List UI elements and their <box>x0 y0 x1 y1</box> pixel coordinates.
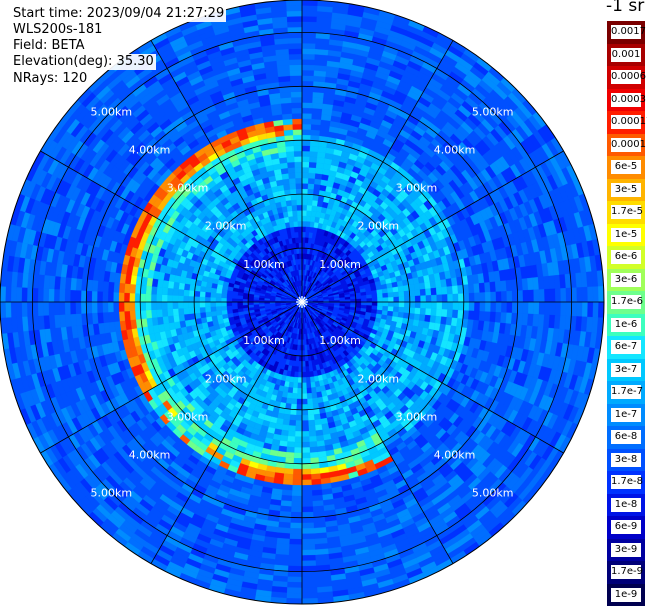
colorbar-tick-label: 6e-9 <box>611 520 641 534</box>
beta-field-cells <box>0 0 604 604</box>
colorbar: 0.0017 0.001 0.0006 0.0003 0.00017 0.0001 6e-5… <box>606 21 647 607</box>
ring-label-2km: 2.00km <box>205 372 247 385</box>
colorbar-cell: 0.0003 <box>607 88 646 111</box>
colorbar-cell: 0.0017 <box>607 21 646 44</box>
ring-label-1km: 1.00km <box>319 334 361 347</box>
ring-label-5km: 5.00km <box>91 105 133 118</box>
colorbar-tick-label: 3e-6 <box>611 272 641 287</box>
colorbar-tick-label: 0.001 <box>611 47 641 62</box>
colorbar-tick-label: 1e-6 <box>611 317 641 332</box>
center-mark <box>301 298 308 303</box>
colorbar-cell: 6e-8 <box>607 426 645 449</box>
colorbar-tick-label: 1e-8 <box>611 497 641 512</box>
colorbar-cell: 0.0006 <box>607 66 646 89</box>
colorbar-cell: 6e-7 <box>607 336 645 359</box>
colorbar-cell: 1.7e-6 <box>607 291 645 314</box>
colorbar-cell: 1.7e-8 <box>607 471 645 494</box>
colorbar-cell: 3e-7 <box>607 358 645 381</box>
ring-label-1km: 1.00km <box>243 334 285 347</box>
colorbar-tick-label: 0.0006 <box>611 70 646 84</box>
ring-label-2km: 2.00km <box>358 372 400 385</box>
ring-label-4km: 4.00km <box>434 449 476 462</box>
colorbar-cell: 3e-5 <box>607 178 645 201</box>
colorbar-unit-label: -1 sr <box>606 0 645 16</box>
colorbar-tick-label: 0.0003 <box>611 92 646 107</box>
colorbar-cell: 3e-9 <box>607 538 645 561</box>
colorbar-cell: 1e-6 <box>607 313 645 336</box>
ring-label-3km: 3.00km <box>396 182 438 195</box>
ring-label-5km: 5.00km <box>472 487 514 500</box>
ring-label-1km: 1.00km <box>319 258 361 271</box>
colorbar-tick-label: 1.7e-7 <box>611 385 644 399</box>
colorbar-tick-label: 3e-8 <box>611 452 641 467</box>
colorbar-cell: 6e-9 <box>607 516 645 539</box>
spoke-120deg <box>301 301 564 454</box>
ring-label-4km: 4.00km <box>434 144 476 157</box>
colorbar-tick-label: 0.00017 <box>611 115 647 129</box>
colorbar-tick-label: 1.7e-8 <box>611 475 644 489</box>
colorbar-cell: 1e-5 <box>607 223 645 246</box>
elevation-label: Elevation(deg): 35.30 <box>11 54 156 70</box>
colorbar-tick-label: 0.0001 <box>611 137 646 152</box>
colorbar-cell: 3e-6 <box>607 268 645 291</box>
device-label: WLS200s-181 <box>11 22 105 38</box>
field-label: Field: BETA <box>11 38 87 54</box>
colorbar-tick-label: 6e-8 <box>611 430 641 444</box>
colorbar-cell: 1e-7 <box>607 403 645 426</box>
ring-label-2km: 2.00km <box>358 220 400 233</box>
spoke-300deg <box>40 150 303 303</box>
ring-label-4km: 4.00km <box>129 449 171 462</box>
colorbar-cell: 6e-5 <box>607 156 645 179</box>
colorbar-tick-label: 1.7e-5 <box>611 205 644 219</box>
colorbar-tick-label: 1e-5 <box>611 227 641 242</box>
spoke-60deg <box>301 150 564 303</box>
spoke-330deg <box>150 40 303 303</box>
ring-label-5km: 5.00km <box>472 105 514 118</box>
spoke-240deg <box>40 301 303 454</box>
ring-label-1km: 1.00km <box>243 258 285 271</box>
ring-label-4km: 4.00km <box>129 144 171 157</box>
colorbar-tick-label: 3e-5 <box>611 182 641 197</box>
colorbar-tick-label: 1.7e-9 <box>611 565 644 579</box>
spoke-150deg <box>301 301 454 564</box>
spoke-210deg <box>150 301 303 564</box>
colorbar-cell: 0.00017 <box>607 111 647 134</box>
ring-label-5km: 5.00km <box>91 487 133 500</box>
colorbar-cell: 1.7e-7 <box>607 381 645 404</box>
colorbar-cell: 1e-9 <box>607 583 645 606</box>
colorbar-tick-label: 1.7e-6 <box>611 295 644 309</box>
colorbar-cell: 0.0001 <box>607 133 646 156</box>
colorbar-cell: 6e-6 <box>607 246 645 269</box>
colorbar-tick-label: 6e-5 <box>611 160 641 174</box>
colorbar-tick-label: 1e-9 <box>611 587 641 602</box>
nrays-label: NRays: 120 <box>11 71 90 87</box>
ring-label-3km: 3.00km <box>167 410 209 423</box>
ring-label-3km: 3.00km <box>396 410 438 423</box>
colorbar-cell: 0.001 <box>607 43 645 66</box>
colorbar-tick-label: 3e-7 <box>611 362 641 377</box>
colorbar-cell: 1e-8 <box>607 493 645 516</box>
colorbar-tick-label: 6e-6 <box>611 250 641 264</box>
colorbar-cell: 1.7e-5 <box>607 201 645 224</box>
colorbar-tick-label: 1e-7 <box>611 407 641 422</box>
ring-label-2km: 2.00km <box>205 220 247 233</box>
colorbar-cell: 1.7e-9 <box>607 561 645 584</box>
start-time-label: Start time: 2023/09/04 21:27:29 <box>11 6 227 22</box>
colorbar-cell: 3e-8 <box>607 448 645 471</box>
colorbar-tick-label: 6e-7 <box>611 340 641 354</box>
colorbar-tick-label: 0.0017 <box>611 25 646 39</box>
colorbar-tick-label: 3e-9 <box>611 542 641 557</box>
spoke-30deg <box>301 40 454 303</box>
ring-label-3km: 3.00km <box>167 182 209 195</box>
